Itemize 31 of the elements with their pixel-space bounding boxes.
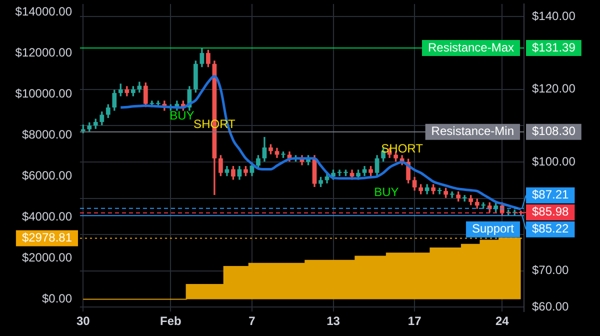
annotation: BUY (170, 108, 194, 123)
y2-tick-label: $140.00 (532, 9, 576, 24)
legend-label: Support (472, 222, 515, 236)
y-tick-label: $2978.81 (22, 230, 72, 245)
x-tick-label: 17 (408, 314, 422, 328)
y-tick-label: $8000.00 (22, 128, 72, 142)
text: $85.98 (532, 204, 570, 219)
y-tick-label: $0.00 (42, 292, 72, 306)
ref-line-label: Resistance-Max (428, 40, 514, 54)
y-tick-label: $12000.00 (15, 46, 72, 60)
y-tick-label: $14000.00 (15, 4, 72, 19)
y2-tick-label: $100.00 (532, 154, 576, 168)
y-tick-label: $4000.00 (22, 210, 72, 224)
x-tick-label: 24 (495, 314, 510, 328)
y2-tick-label: $70.00 (532, 263, 570, 278)
y2-tick-label: $131.39 (532, 40, 576, 54)
y-tick-label: $6000.00 (22, 168, 72, 183)
x-tick-label: 13 (326, 314, 340, 328)
y2-tick-label: $120.00 (532, 82, 576, 96)
y2-tick-label: $108.30 (532, 124, 576, 138)
annotation: SHORT (381, 142, 424, 156)
y-tick-label: $2000.00 (22, 250, 72, 265)
x-tick-label: 7 (248, 314, 256, 328)
text: $85.22 (532, 222, 570, 236)
y2-tick-label: $60.00 (532, 300, 570, 314)
x-tick-label: Feb (160, 314, 182, 328)
text: $87.21 (532, 188, 570, 202)
x-tick-label: 30 (76, 314, 90, 328)
y-tick-label: $10000.00 (15, 86, 72, 101)
annotation: BUY (374, 185, 399, 200)
ref-line-label: Resistance-Min (431, 124, 514, 138)
